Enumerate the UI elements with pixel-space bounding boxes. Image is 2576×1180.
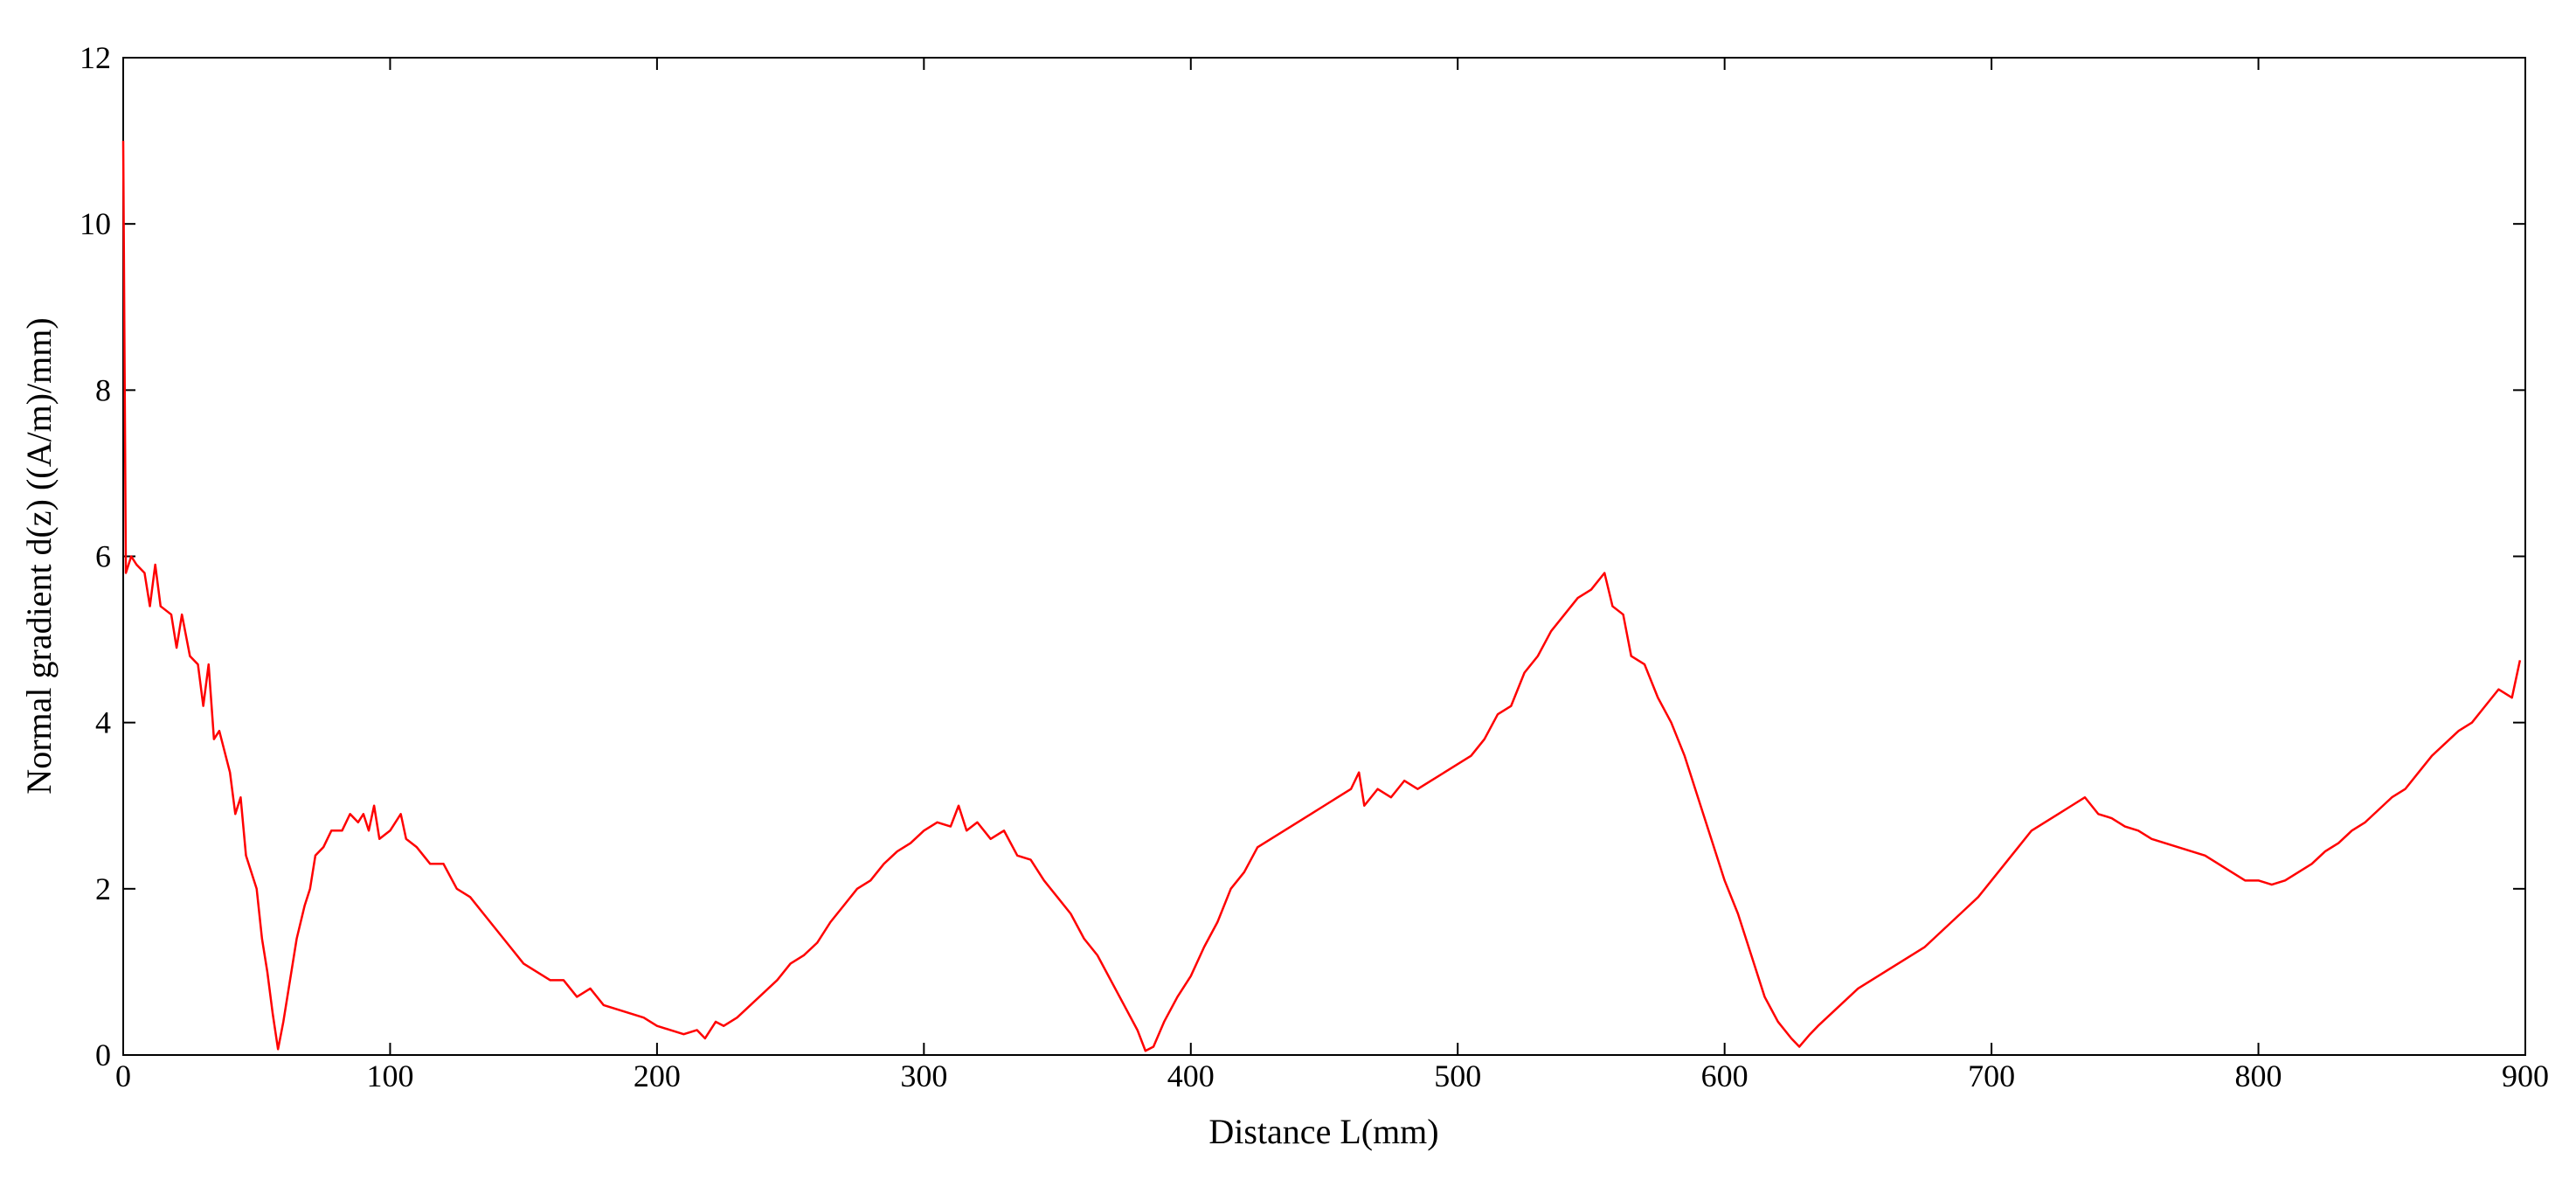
x-tick-label: 400 bbox=[1167, 1059, 1215, 1093]
x-tick-label: 900 bbox=[2502, 1059, 2549, 1093]
y-tick-label: 10 bbox=[80, 206, 111, 241]
x-tick-label: 500 bbox=[1434, 1059, 1481, 1093]
x-tick-label: 100 bbox=[366, 1059, 413, 1093]
y-tick-label: 8 bbox=[95, 372, 111, 407]
y-axis-label: Normal gradient d(z) ((A/m)/mm) bbox=[19, 317, 59, 794]
y-tick-label: 2 bbox=[95, 871, 111, 906]
data-line bbox=[121, 141, 2522, 1052]
plot-frame bbox=[122, 57, 2526, 1056]
x-tick-label: 800 bbox=[2235, 1059, 2282, 1093]
x-tick-label: 600 bbox=[1701, 1059, 1748, 1093]
x-tick-label: 700 bbox=[1968, 1059, 2015, 1093]
y-tick-label: 6 bbox=[95, 539, 111, 574]
x-tick-label: 200 bbox=[634, 1059, 681, 1093]
y-tick-label: 12 bbox=[80, 40, 111, 75]
y-tick-label: 4 bbox=[95, 705, 111, 740]
x-tick-label: 300 bbox=[900, 1059, 947, 1093]
y-tick-label: 0 bbox=[95, 1038, 111, 1072]
x-tick-label: 0 bbox=[115, 1059, 131, 1093]
x-axis-label: Distance L(mm) bbox=[1208, 1112, 1438, 1151]
